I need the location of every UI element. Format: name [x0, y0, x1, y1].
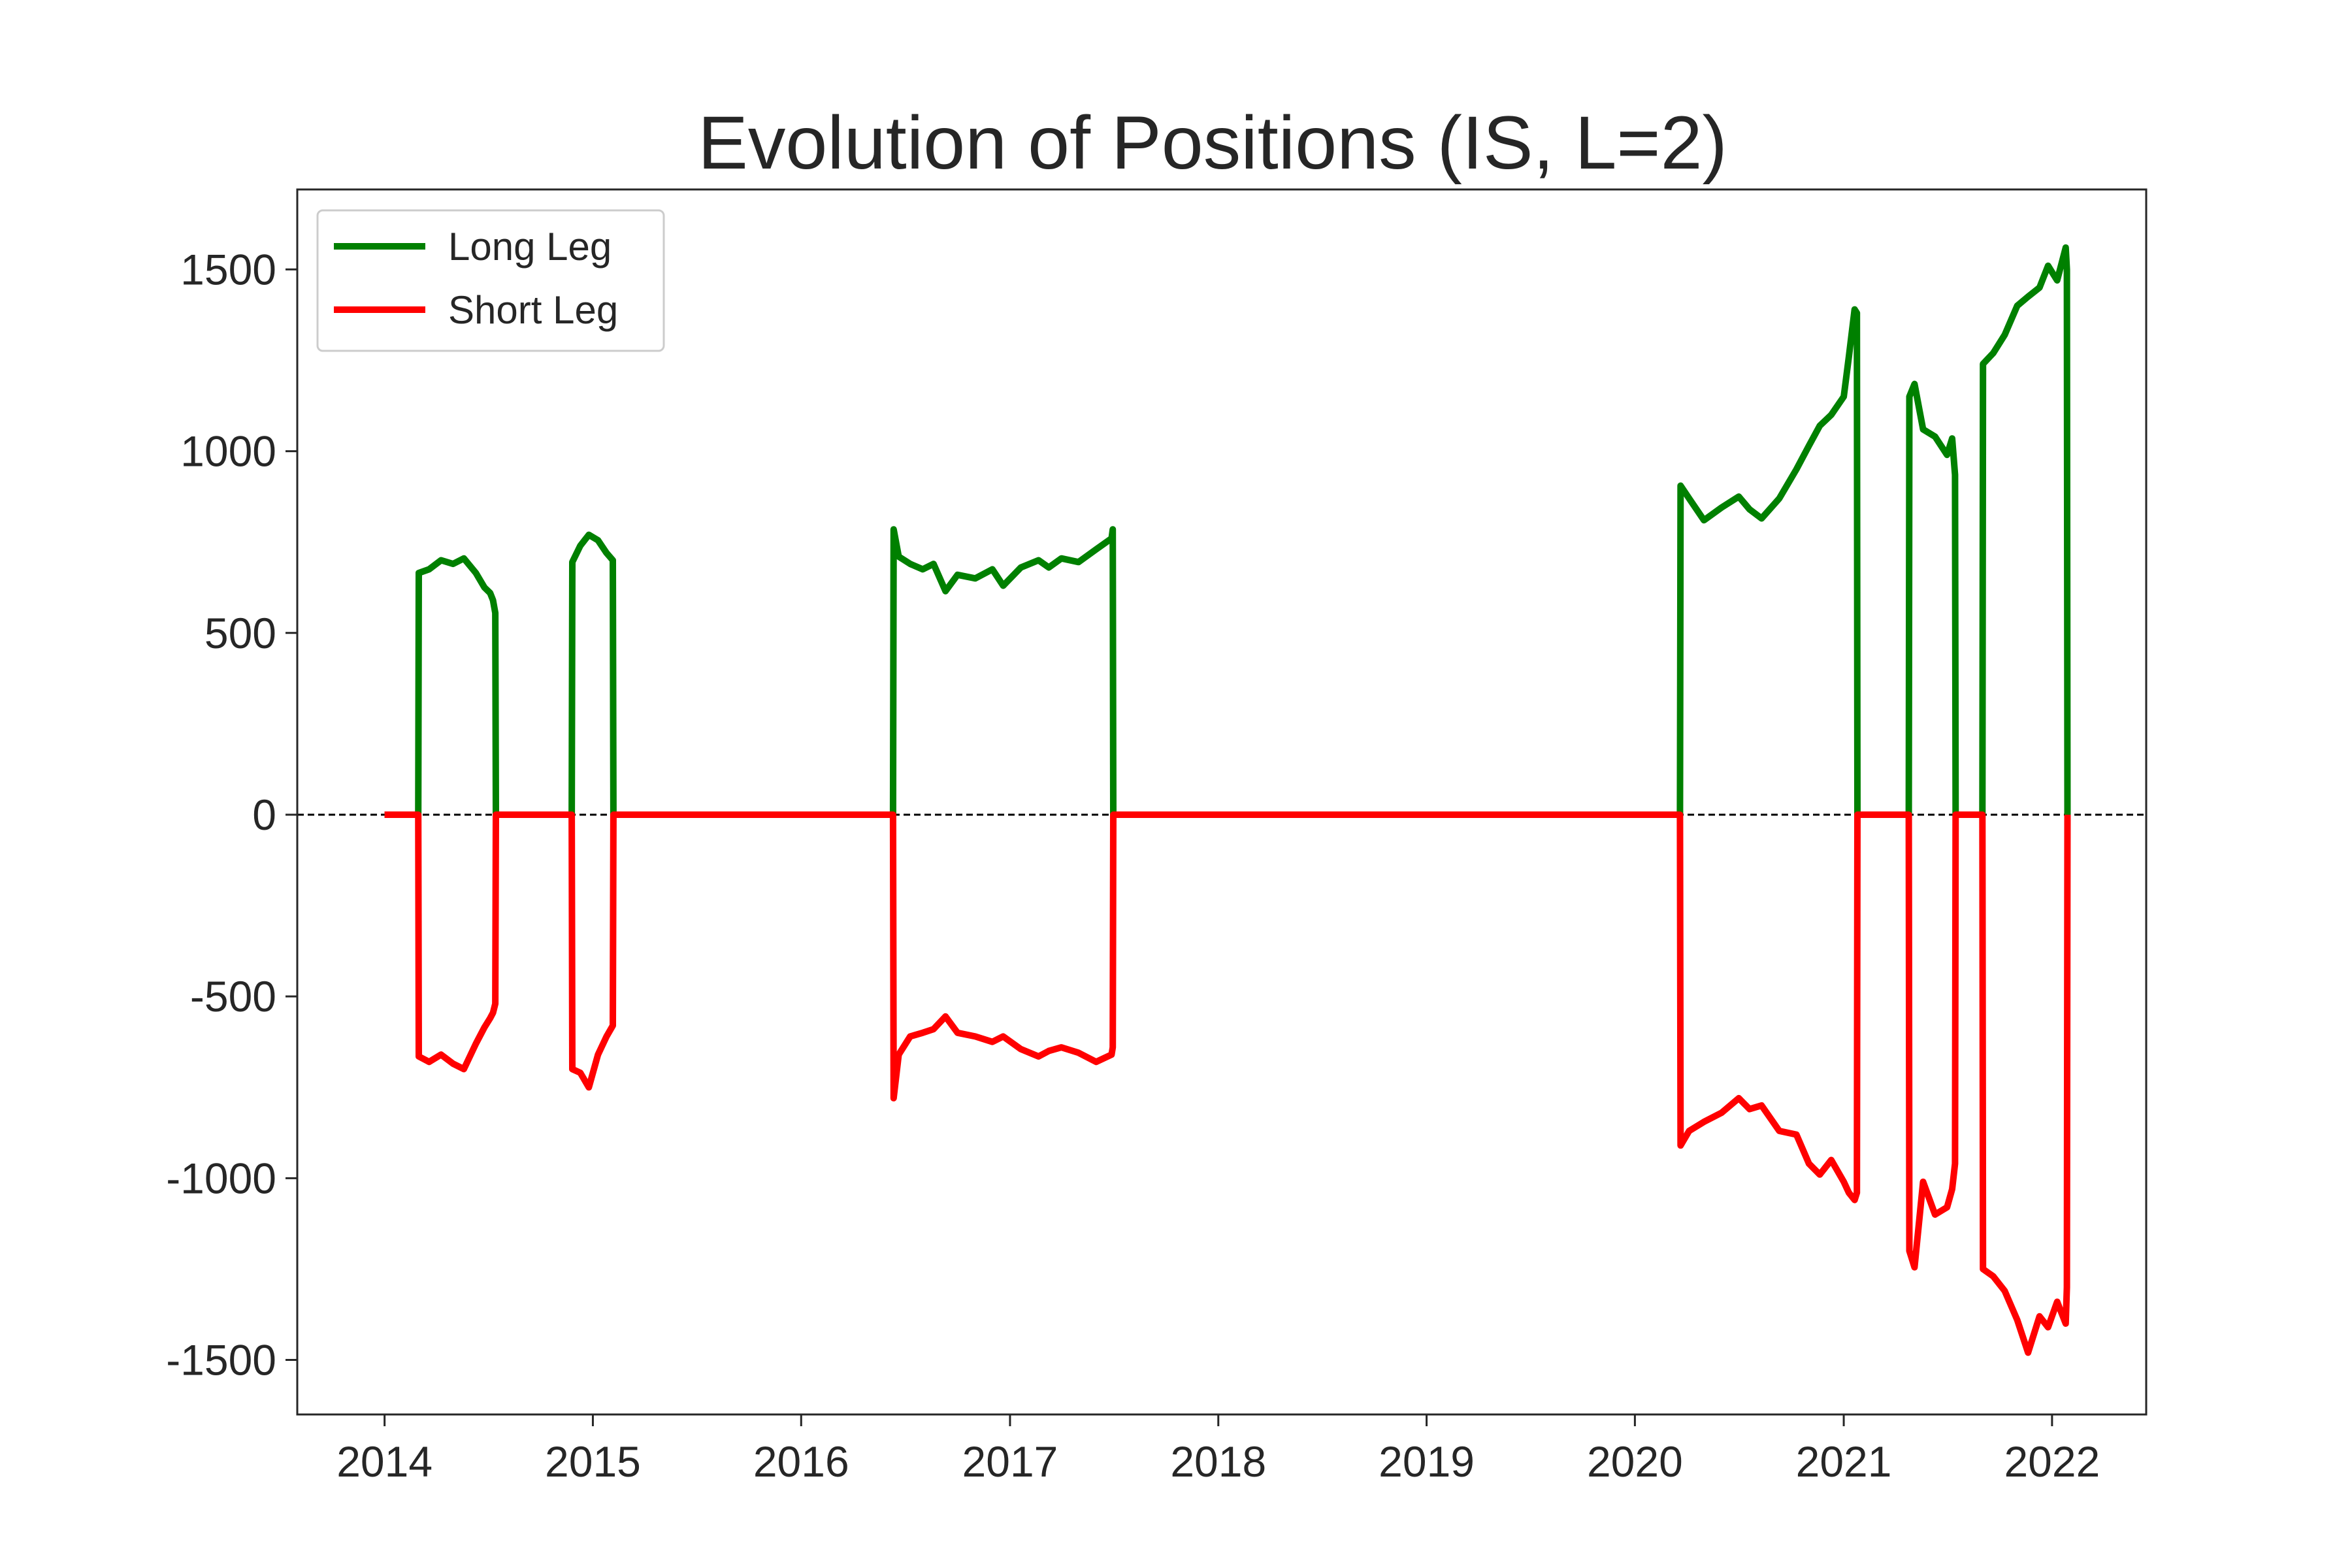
x-tick-label: 2021 [1796, 1437, 1892, 1486]
y-tick-label: -500 [190, 972, 276, 1021]
legend-label: Short Leg [448, 288, 618, 332]
y-tick-label: 1500 [180, 245, 276, 293]
legend: Long Leg Short Leg [316, 209, 665, 352]
series-line-long-leg [384, 244, 2071, 818]
legend-label: Long Leg [448, 225, 612, 269]
x-tick-label: 2020 [1587, 1437, 1683, 1486]
y-tick-label: 0 [252, 791, 276, 839]
x-tick-label: 2014 [336, 1437, 433, 1486]
y-tick-label: 500 [204, 609, 276, 657]
x-tick-label: 2015 [545, 1437, 641, 1486]
x-tick-label: 2017 [962, 1437, 1058, 1486]
chart-title: Evolution of Positions (IS, L=2) [698, 101, 1727, 185]
series-line-short-leg [384, 811, 2071, 1356]
y-tick-label: -1500 [166, 1336, 276, 1384]
plot-frame [296, 188, 2148, 1416]
y-tick-label: 1000 [180, 427, 276, 476]
x-tick-label: 2018 [1170, 1437, 1266, 1486]
y-tick-label: -1000 [166, 1154, 276, 1202]
x-tick-label: 2022 [2004, 1437, 2100, 1486]
x-tick-label: 2019 [1379, 1437, 1475, 1486]
x-tick-label: 2016 [753, 1437, 849, 1486]
